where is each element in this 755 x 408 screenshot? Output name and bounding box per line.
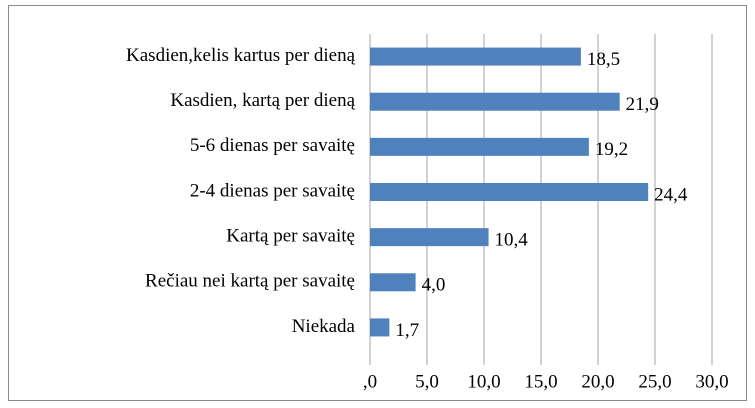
value-label: 21,9 bbox=[626, 94, 659, 115]
value-label: 10,4 bbox=[495, 230, 529, 251]
value-label: 19,2 bbox=[595, 139, 628, 160]
y-tick-label: 5-6 dienas per savaitę bbox=[190, 135, 355, 156]
bar bbox=[370, 92, 620, 111]
x-tick-label: 30,0 bbox=[695, 371, 728, 392]
y-tick-label: Rečiau nei kartą per savaitę bbox=[145, 271, 355, 292]
x-tick-label: 15,0 bbox=[524, 371, 557, 392]
bar bbox=[370, 318, 390, 337]
value-label: 18,5 bbox=[587, 49, 620, 70]
x-tick-label: ,0 bbox=[363, 371, 377, 392]
bar bbox=[370, 137, 589, 156]
y-tick-label: Kasdien, kartą per dieną bbox=[170, 90, 355, 111]
y-tick-label: Kartą per savaitę bbox=[226, 226, 355, 247]
bar bbox=[370, 183, 649, 201]
y-tick-label: 2-4 dienas per savaitę bbox=[190, 180, 355, 201]
x-tick-label: 10,0 bbox=[467, 371, 500, 392]
value-label: 1,7 bbox=[395, 320, 419, 341]
y-tick-label: Kasdien,kelis kartus per dieną bbox=[126, 45, 356, 66]
value-label: 24,4 bbox=[654, 184, 688, 205]
y-tick-label: Niekada bbox=[292, 316, 356, 337]
value-label: 4,0 bbox=[422, 275, 446, 296]
bar bbox=[370, 47, 581, 66]
bar bbox=[370, 273, 416, 292]
x-tick-label: 5,0 bbox=[415, 371, 439, 392]
x-tick-label: 20,0 bbox=[581, 371, 614, 392]
bar bbox=[370, 228, 489, 247]
x-tick-label: 25,0 bbox=[638, 371, 671, 392]
